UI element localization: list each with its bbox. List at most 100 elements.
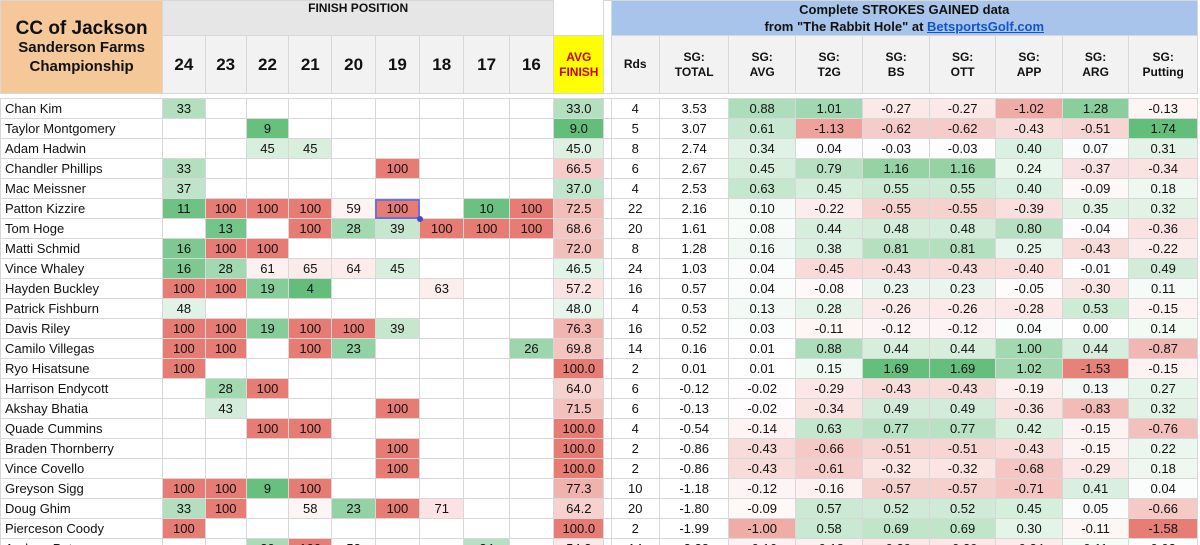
finish-cell[interactable]: [162, 458, 206, 479]
finish-cell[interactable]: [288, 238, 333, 259]
finish-cell[interactable]: [508, 118, 555, 139]
sg-avg-cell[interactable]: 0.61: [728, 118, 796, 139]
finish-cell[interactable]: [463, 518, 510, 539]
player-name[interactable]: Ryo Hisatsune: [0, 358, 164, 379]
finish-cell[interactable]: 33: [162, 158, 206, 179]
sg-total-cell[interactable]: 2.53: [658, 178, 730, 199]
sg-putting-cell[interactable]: -1.58: [1128, 518, 1198, 539]
sg-avg-cell[interactable]: -0.14: [728, 418, 796, 439]
avg-finish-cell[interactable]: 100.0: [553, 458, 605, 479]
sg-arg-cell[interactable]: 0.00: [1061, 318, 1130, 339]
sg-total-cell[interactable]: 0.01: [658, 358, 730, 379]
sg-total-cell[interactable]: 1.28: [658, 238, 730, 259]
rounds-cell[interactable]: 8: [610, 138, 660, 159]
finish-cell[interactable]: [419, 338, 465, 359]
sg-bs-cell[interactable]: 0.55: [862, 178, 930, 199]
player-name[interactable]: Quade Cummins: [0, 418, 164, 439]
finish-cell[interactable]: [331, 98, 376, 119]
finish-cell[interactable]: [508, 298, 555, 319]
finish-cell[interactable]: [162, 378, 206, 399]
sg-t2g-cell[interactable]: 0.44: [794, 218, 864, 239]
sg-bs-cell[interactable]: -0.43: [862, 378, 930, 399]
finish-cell[interactable]: [204, 118, 247, 139]
finish-cell[interactable]: [508, 178, 555, 199]
player-name[interactable]: Harrison Endycott: [0, 378, 164, 399]
finish-cell[interactable]: [463, 378, 510, 399]
finish-cell[interactable]: [288, 298, 333, 319]
sg-total-cell[interactable]: 2.67: [658, 158, 730, 179]
sg-app-cell[interactable]: 0.04: [995, 318, 1063, 339]
sg-total-cell[interactable]: -0.54: [658, 418, 730, 439]
finish-cell[interactable]: [419, 418, 465, 439]
sg-avg-cell[interactable]: -0.02: [728, 398, 796, 419]
sg-putting-cell[interactable]: 0.22: [1128, 438, 1198, 459]
avg-finish-cell[interactable]: 68.6: [553, 218, 605, 239]
sg-app-cell[interactable]: -0.43: [995, 118, 1063, 139]
rounds-cell[interactable]: 4: [610, 178, 660, 199]
finish-cell[interactable]: [374, 478, 421, 499]
sg-arg-cell[interactable]: 0.11: [1061, 538, 1130, 545]
finish-cell[interactable]: 100: [204, 198, 247, 219]
finish-cell[interactable]: 33: [162, 498, 206, 519]
sg-avg-cell[interactable]: 0.01: [728, 338, 796, 359]
finish-cell[interactable]: 100: [331, 318, 376, 339]
sg-ott-cell[interactable]: 1.16: [928, 158, 997, 179]
avg-finish-cell[interactable]: 100.0: [553, 358, 605, 379]
rounds-cell[interactable]: 20: [610, 218, 660, 239]
sg-arg-cell[interactable]: -0.09: [1061, 178, 1130, 199]
finish-cell[interactable]: [331, 158, 376, 179]
finish-cell[interactable]: [463, 98, 510, 119]
sg-bs-cell[interactable]: -0.29: [862, 538, 930, 545]
finish-cell[interactable]: [463, 278, 510, 299]
avg-finish-cell[interactable]: 33.0: [553, 98, 605, 119]
rounds-cell[interactable]: 4: [610, 418, 660, 439]
finish-cell[interactable]: 100: [204, 338, 247, 359]
finish-cell[interactable]: [162, 418, 206, 439]
finish-cell[interactable]: 100: [162, 358, 206, 379]
finish-cell[interactable]: [419, 358, 465, 379]
sg-total-cell[interactable]: 1.03: [658, 258, 730, 279]
player-name[interactable]: Doug Ghim: [0, 498, 164, 519]
sg-ott-cell[interactable]: 0.69: [928, 518, 997, 539]
sg-app-cell[interactable]: -0.36: [995, 398, 1063, 419]
finish-cell[interactable]: [508, 438, 555, 459]
finish-cell[interactable]: [508, 518, 555, 539]
rounds-cell[interactable]: 16: [610, 318, 660, 339]
finish-cell[interactable]: [331, 238, 376, 259]
sg-bs-cell[interactable]: 0.44: [862, 338, 930, 359]
finish-cell[interactable]: [463, 358, 510, 379]
avg-finish-cell[interactable]: 46.5: [553, 258, 605, 279]
finish-cell[interactable]: [463, 138, 510, 159]
finish-cell[interactable]: 64: [331, 258, 376, 279]
sg-arg-cell[interactable]: -0.04: [1061, 218, 1130, 239]
sg-putting-cell[interactable]: 0.32: [1128, 398, 1198, 419]
sg-bs-cell[interactable]: 0.69: [862, 518, 930, 539]
sg-putting-cell[interactable]: 0.14: [1128, 318, 1198, 339]
finish-cell[interactable]: [419, 158, 465, 179]
finish-cell[interactable]: 100: [162, 278, 206, 299]
finish-cell[interactable]: [245, 358, 290, 379]
sg-total-cell[interactable]: 0.52: [658, 318, 730, 339]
avg-finish-cell[interactable]: 77.3: [553, 478, 605, 499]
finish-cell[interactable]: [374, 118, 421, 139]
sg-avg-cell[interactable]: 0.16: [728, 238, 796, 259]
sg-putting-cell[interactable]: 0.31: [1128, 138, 1198, 159]
sg-t2g-cell[interactable]: -0.08: [794, 278, 864, 299]
sg-t2g-cell[interactable]: -1.13: [794, 118, 864, 139]
sg-ott-cell[interactable]: 0.49: [928, 398, 997, 419]
sg-bs-cell[interactable]: -0.55: [862, 198, 930, 219]
finish-cell[interactable]: [374, 378, 421, 399]
finish-cell[interactable]: 100: [374, 158, 421, 179]
sg-t2g-cell[interactable]: 0.79: [794, 158, 864, 179]
sg-t2g-cell[interactable]: 0.15: [794, 358, 864, 379]
finish-cell[interactable]: [463, 318, 510, 339]
sg-bs-cell[interactable]: 0.48: [862, 218, 930, 239]
avg-finish-cell[interactable]: 57.2: [553, 278, 605, 299]
rounds-cell[interactable]: 2: [610, 458, 660, 479]
finish-cell[interactable]: 65: [288, 258, 333, 279]
finish-cell[interactable]: [331, 138, 376, 159]
sg-t2g-cell[interactable]: 1.01: [794, 98, 864, 119]
avg-finish-cell[interactable]: 66.5: [553, 158, 605, 179]
avg-finish-cell[interactable]: 69.8: [553, 338, 605, 359]
finish-cell[interactable]: [508, 158, 555, 179]
